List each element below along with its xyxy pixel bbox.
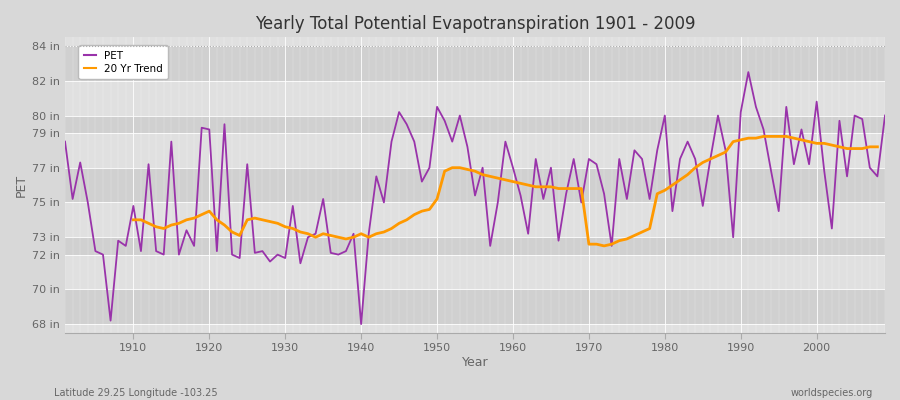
Bar [65, 46, 885, 81]
Y-axis label: PET: PET [15, 174, 28, 197]
Bar [65, 202, 885, 237]
Bar [65, 324, 885, 333]
Bar [65, 37, 885, 46]
Title: Yearly Total Potential Evapotranspiration 1901 - 2009: Yearly Total Potential Evapotranspiratio… [255, 15, 696, 33]
Text: Latitude 29.25 Longitude -103.25: Latitude 29.25 Longitude -103.25 [54, 388, 218, 398]
Legend: PET, 20 Yr Trend: PET, 20 Yr Trend [78, 46, 168, 79]
Bar [65, 116, 885, 133]
Text: worldspecies.org: worldspecies.org [791, 388, 873, 398]
Bar [65, 168, 885, 202]
X-axis label: Year: Year [462, 356, 489, 369]
Bar [65, 133, 885, 168]
Bar [65, 289, 885, 324]
Bar [65, 81, 885, 116]
Bar [65, 254, 885, 289]
Bar [65, 237, 885, 254]
